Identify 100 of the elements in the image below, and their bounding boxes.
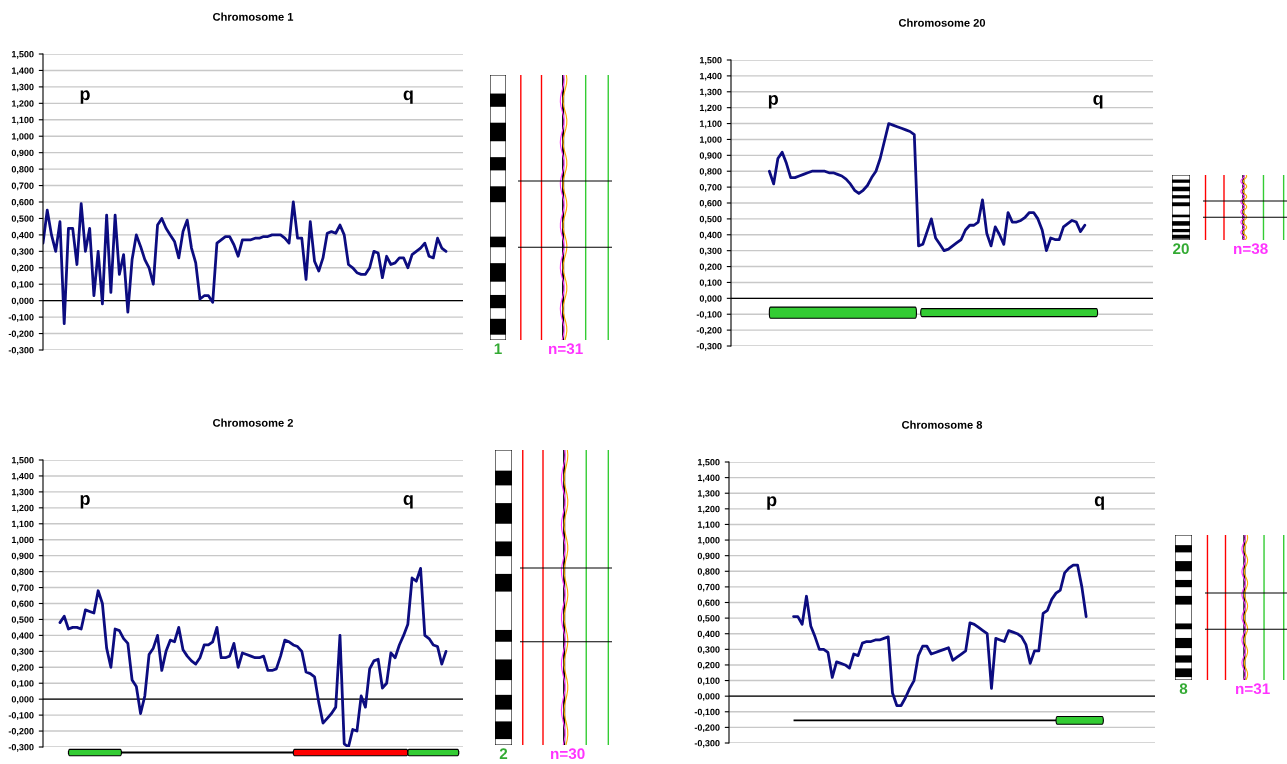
- y-tick-label: 0,800: [697, 568, 720, 576]
- y-tick-label: -0,200: [8, 728, 34, 736]
- y-tick-label: 0,600: [11, 198, 34, 207]
- text: 2: [499, 748, 508, 759]
- y-tick-label: 0,000: [11, 297, 34, 306]
- y-tick-label: 0,500: [11, 215, 34, 224]
- y-tick-label: 1,500: [11, 456, 34, 465]
- annotation: q: [1093, 94, 1103, 109]
- annotation: p: [768, 94, 778, 109]
- y-tick-label: 1,300: [11, 83, 34, 92]
- y-tick-label: 0,600: [699, 199, 722, 208]
- y-tick-label: 1,000: [699, 136, 722, 145]
- y-tick-label: 0,200: [11, 664, 34, 672]
- y-tick-label: 0,700: [11, 182, 34, 191]
- y-tick-label: -0,300: [696, 342, 722, 351]
- line-series: [792, 563, 1088, 707]
- y-tick-label: 1,000: [11, 133, 34, 141]
- text: 1: [494, 343, 502, 354]
- y-tick-label: 0,200: [699, 263, 722, 272]
- y-tick-label: 0,700: [699, 184, 722, 192]
- y-tick-label: 0,700: [11, 584, 34, 593]
- y-tick-label: 0,900: [699, 152, 722, 160]
- y-tick-label: 1,200: [11, 504, 34, 513]
- y-tick-label: 0,500: [699, 215, 722, 224]
- y-tick-label: -0,200: [696, 327, 722, 335]
- y-tick-label: -0,100: [696, 311, 722, 319]
- y-tick-label: 0,300: [699, 247, 722, 256]
- y-tick-label: 0,400: [11, 231, 34, 240]
- y-tick-label: 1,200: [11, 100, 34, 108]
- annotation: q: [1094, 496, 1104, 510]
- y-tick-label: 0,200: [11, 264, 34, 273]
- y-tick-label: 0,600: [11, 600, 34, 609]
- line-series: [767, 122, 1087, 253]
- line-series: [43, 200, 448, 326]
- y-tick-label: 1,100: [697, 521, 720, 530]
- annotation: p: [767, 496, 777, 510]
- y-tick-label: 0,900: [11, 552, 34, 561]
- text: n=38: [1234, 243, 1268, 255]
- y-tick-label: 0,000: [11, 696, 34, 704]
- chart-title: Chromosome 8: [902, 420, 983, 429]
- y-tick-label: 0,700: [697, 583, 720, 592]
- y-tick-label: 1,100: [699, 120, 722, 129]
- y-tick-label: 1,300: [697, 490, 720, 498]
- y-tick-label: 0,400: [697, 630, 720, 639]
- y-tick-label: -0,300: [8, 743, 34, 752]
- annotation: q: [403, 495, 413, 509]
- annotation: q: [403, 90, 413, 104]
- y-tick-label: 1,500: [11, 50, 34, 59]
- y-tick-label: -0,200: [694, 724, 720, 733]
- y-tick-label: 1,100: [11, 520, 34, 529]
- annotation: p: [80, 90, 90, 104]
- annotation: p: [80, 495, 90, 509]
- y-tick-label: 0,100: [697, 677, 720, 686]
- y-tick-label: -0,300: [694, 739, 720, 748]
- chart-title: Chromosome 1: [213, 12, 294, 21]
- y-tick-label: 1,500: [697, 458, 720, 467]
- y-tick-label: 1,200: [699, 104, 722, 113]
- y-tick-label: -0,300: [8, 346, 34, 355]
- y-tick-label: 0,900: [697, 552, 720, 561]
- y-tick-label: 0,300: [11, 248, 34, 256]
- y-tick-label: 1,300: [699, 88, 722, 97]
- y-tick-label: 0,900: [11, 149, 34, 158]
- y-tick-label: 0,800: [11, 568, 34, 577]
- text: n=30: [551, 748, 585, 760]
- text: n=31: [1236, 683, 1270, 695]
- y-tick-label: 1,100: [11, 116, 34, 125]
- y-tick-label: 0,000: [697, 693, 720, 701]
- y-tick-label: 0,300: [697, 646, 720, 654]
- y-tick-label: 0,300: [11, 648, 34, 656]
- y-tick-label: 0,200: [697, 661, 720, 670]
- y-tick-label: 0,400: [699, 231, 722, 240]
- chart-title: Chromosome 2: [213, 418, 293, 427]
- y-tick-label: -0,100: [8, 712, 34, 720]
- y-tick-label: 0,100: [699, 279, 722, 288]
- y-tick-label: 1,400: [699, 72, 722, 81]
- y-tick-label: 0,800: [11, 166, 34, 174]
- y-tick-label: 0,500: [697, 615, 720, 623]
- y-tick-label: 1,400: [11, 67, 34, 76]
- y-tick-label: 0,500: [11, 616, 34, 625]
- y-tick-label: 0,800: [699, 168, 722, 176]
- y-tick-label: 1,400: [697, 474, 720, 483]
- text: 20: [1173, 243, 1189, 255]
- y-tick-label: 1,400: [11, 472, 34, 481]
- line-series: [58, 567, 448, 747]
- y-tick-label: -0,200: [8, 330, 34, 339]
- y-tick-label: 1,500: [699, 56, 722, 65]
- y-tick-label: 0,100: [11, 281, 34, 289]
- y-tick-label: -0,100: [8, 314, 34, 322]
- y-tick-label: 0,600: [697, 599, 720, 608]
- text: 8: [1179, 683, 1188, 695]
- y-tick-label: 0,400: [11, 632, 34, 641]
- y-tick-label: 1,000: [11, 536, 34, 545]
- text: n=31: [549, 343, 583, 355]
- chart-title: Chromosome 20: [898, 18, 986, 27]
- y-tick-label: 1,300: [11, 488, 34, 497]
- y-tick-label: -0,100: [694, 708, 720, 717]
- y-tick-label: 1,200: [697, 505, 720, 514]
- y-tick-label: 0,000: [699, 295, 722, 303]
- y-tick-label: 0,100: [11, 680, 34, 688]
- y-tick-label: 1,000: [697, 537, 720, 545]
